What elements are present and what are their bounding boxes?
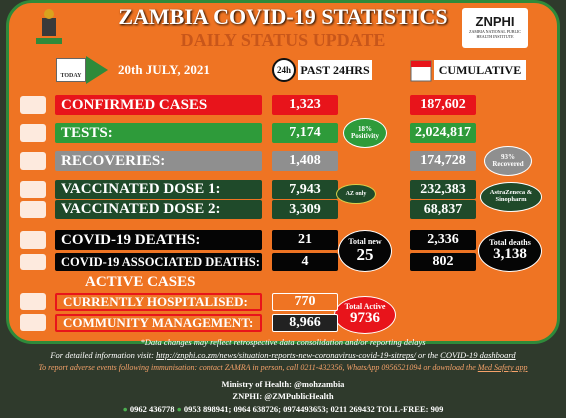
row-label: CONFIRMED CASES xyxy=(55,95,262,115)
row-icon xyxy=(20,124,46,142)
phone-icon: ● xyxy=(176,404,182,414)
positivity-badge-text: 18% xyxy=(358,124,372,133)
note: *Data changes may reflect retrospective … xyxy=(140,337,426,347)
vaccines-badge-text: Sinopharm xyxy=(495,196,527,203)
arrow-icon xyxy=(86,56,108,84)
total-deaths-badge: Total deaths 3,138 xyxy=(478,230,542,272)
recovered-badge-text: Recovered xyxy=(492,160,524,168)
moh: Ministry of Health: @mohzambia xyxy=(221,379,345,389)
row-label: TESTS: xyxy=(55,123,262,143)
report-line: To report adverse events following immun… xyxy=(0,363,566,372)
logo-text: ZNPHI xyxy=(475,14,515,29)
calendar-icon xyxy=(410,60,432,82)
daily-value: 1,408 xyxy=(272,151,338,171)
total-new-badge-text: 25 xyxy=(356,245,374,265)
active-value: 8,966 xyxy=(272,314,338,332)
cumulative-value: 2,336 xyxy=(410,230,476,250)
total-active-badge-text: 9736 xyxy=(350,310,380,327)
daily-header: PAST 24HRS xyxy=(298,60,372,80)
active-icon xyxy=(20,314,46,331)
total-active-badge-text: Total Active xyxy=(344,301,386,311)
positivity-badge: 18% Positivity xyxy=(343,118,387,148)
active-value: 770 xyxy=(272,293,338,311)
daily-value: 7,943 xyxy=(272,180,338,199)
info-link[interactable]: http://znphi.co.zm/news/situation-report… xyxy=(156,350,416,360)
row-label: VACCINATED DOSE 1: xyxy=(55,180,262,199)
active-label: CURRENTLY HOSPITALISED: xyxy=(55,293,262,311)
panel xyxy=(6,0,560,344)
row-icon xyxy=(20,254,46,270)
row-label: COVID-19 DEATHS: xyxy=(55,230,262,250)
info-line: For detailed information visit: http://z… xyxy=(0,350,566,360)
cumulative-value: 174,728 xyxy=(410,151,476,171)
info-text: For detailed information visit: xyxy=(50,350,154,360)
coat-of-arms xyxy=(36,9,62,44)
cumulative-header: CUMULATIVE xyxy=(434,60,526,80)
recovered-badge: 93% Recovered xyxy=(484,146,532,176)
total-new-badge: Total new 25 xyxy=(338,230,392,272)
row-icon xyxy=(20,96,46,114)
info-or: or the xyxy=(417,350,439,360)
recovered-badge-text: 93% xyxy=(501,152,515,161)
row-icon xyxy=(20,231,46,249)
phone2: 0953 898941; 0964 638726; 0974493653; 02… xyxy=(183,404,444,414)
row-icon xyxy=(20,201,46,218)
vaccines-badge: AstraZeneca & Sinopharm xyxy=(480,182,542,212)
logo: ZNPHI ZAMBIA NATIONAL PUBLIC HEALTH INST… xyxy=(462,8,528,48)
az-badge-text: AZ only xyxy=(345,190,367,197)
az-badge: AZ only xyxy=(336,184,376,204)
total-deaths-badge-text: Total deaths xyxy=(489,237,531,247)
row-label: RECOVERIES: xyxy=(55,151,262,171)
row-icon xyxy=(20,152,46,170)
whatsapp-icon: ● xyxy=(122,404,128,414)
positivity-badge-text: Positivity xyxy=(351,132,379,140)
daily-value: 3,309 xyxy=(272,200,338,219)
cumulative-value: 2,024,817 xyxy=(410,123,476,143)
clock-icon: 24h xyxy=(272,58,296,82)
logo-caption: ZAMBIA NATIONAL PUBLIC HEALTH INSTITUTE xyxy=(469,29,521,39)
phones: ● 0962 436778 ● 0953 898941; 0964 638726… xyxy=(0,404,566,414)
daily-value: 7,174 xyxy=(272,123,338,143)
active-label: COMMUNITY MANAGEMENT: xyxy=(55,314,262,332)
total-new-badge-text: Total new xyxy=(348,236,382,246)
row-label: VACCINATED DOSE 2: xyxy=(55,200,262,219)
title: ZAMBIA COVID-19 STATISTICS xyxy=(118,4,448,29)
report-text: To report adverse events following immun… xyxy=(38,363,476,372)
date: 20th JULY, 2021 xyxy=(118,62,210,77)
total-active-badge: Total Active 9736 xyxy=(334,296,396,334)
daily-value: 21 xyxy=(272,230,338,250)
dashboard-link[interactable]: COVID-19 dashboard xyxy=(440,350,516,360)
cumulative-value: 802 xyxy=(410,253,476,271)
daily-value: 1,323 xyxy=(272,95,338,115)
row-label: COVID-19 ASSOCIATED DEATHS: xyxy=(55,253,262,271)
today-icon: TODAY xyxy=(56,58,86,82)
cumulative-value: 232,383 xyxy=(410,180,476,199)
total-deaths-badge-text: 3,138 xyxy=(493,246,527,263)
active-title: ACTIVE CASES xyxy=(85,274,196,290)
vaccines-badge-text: AstraZeneca & xyxy=(489,189,533,197)
znphi: ZNPHI: @ZMPublicHealth xyxy=(232,391,334,401)
row-icon xyxy=(20,181,46,198)
active-icon xyxy=(20,293,46,310)
phone1: 0962 436778 xyxy=(129,404,175,414)
cumulative-value: 187,602 xyxy=(410,95,476,115)
app-link[interactable]: Med Safety app xyxy=(477,363,528,372)
subtitle: DAILY STATUS UPDATE xyxy=(180,30,386,50)
cumulative-value: 68,837 xyxy=(410,200,476,219)
daily-value: 4 xyxy=(272,253,338,271)
